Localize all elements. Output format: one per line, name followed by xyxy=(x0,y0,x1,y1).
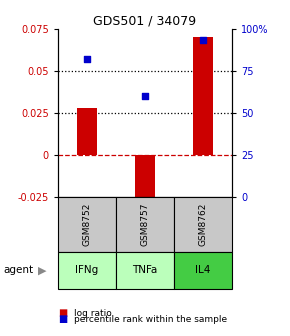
Text: agent: agent xyxy=(3,265,33,276)
Title: GDS501 / 34079: GDS501 / 34079 xyxy=(93,14,197,28)
Bar xyxy=(135,155,155,202)
Text: ▶: ▶ xyxy=(38,265,46,276)
Text: TNFa: TNFa xyxy=(132,265,158,276)
Text: ■: ■ xyxy=(58,314,67,324)
Bar xyxy=(193,37,213,155)
Text: ■: ■ xyxy=(58,308,67,318)
Text: GSM8762: GSM8762 xyxy=(198,203,208,246)
Text: IFNg: IFNg xyxy=(75,265,99,276)
Text: GSM8752: GSM8752 xyxy=(82,203,92,246)
Point xyxy=(201,38,205,43)
Point xyxy=(143,93,147,98)
Bar xyxy=(77,108,97,155)
Point xyxy=(85,56,89,61)
Text: IL4: IL4 xyxy=(195,265,211,276)
Text: GSM8757: GSM8757 xyxy=(140,203,150,246)
Text: percentile rank within the sample: percentile rank within the sample xyxy=(74,315,227,324)
Text: log ratio: log ratio xyxy=(74,309,112,318)
